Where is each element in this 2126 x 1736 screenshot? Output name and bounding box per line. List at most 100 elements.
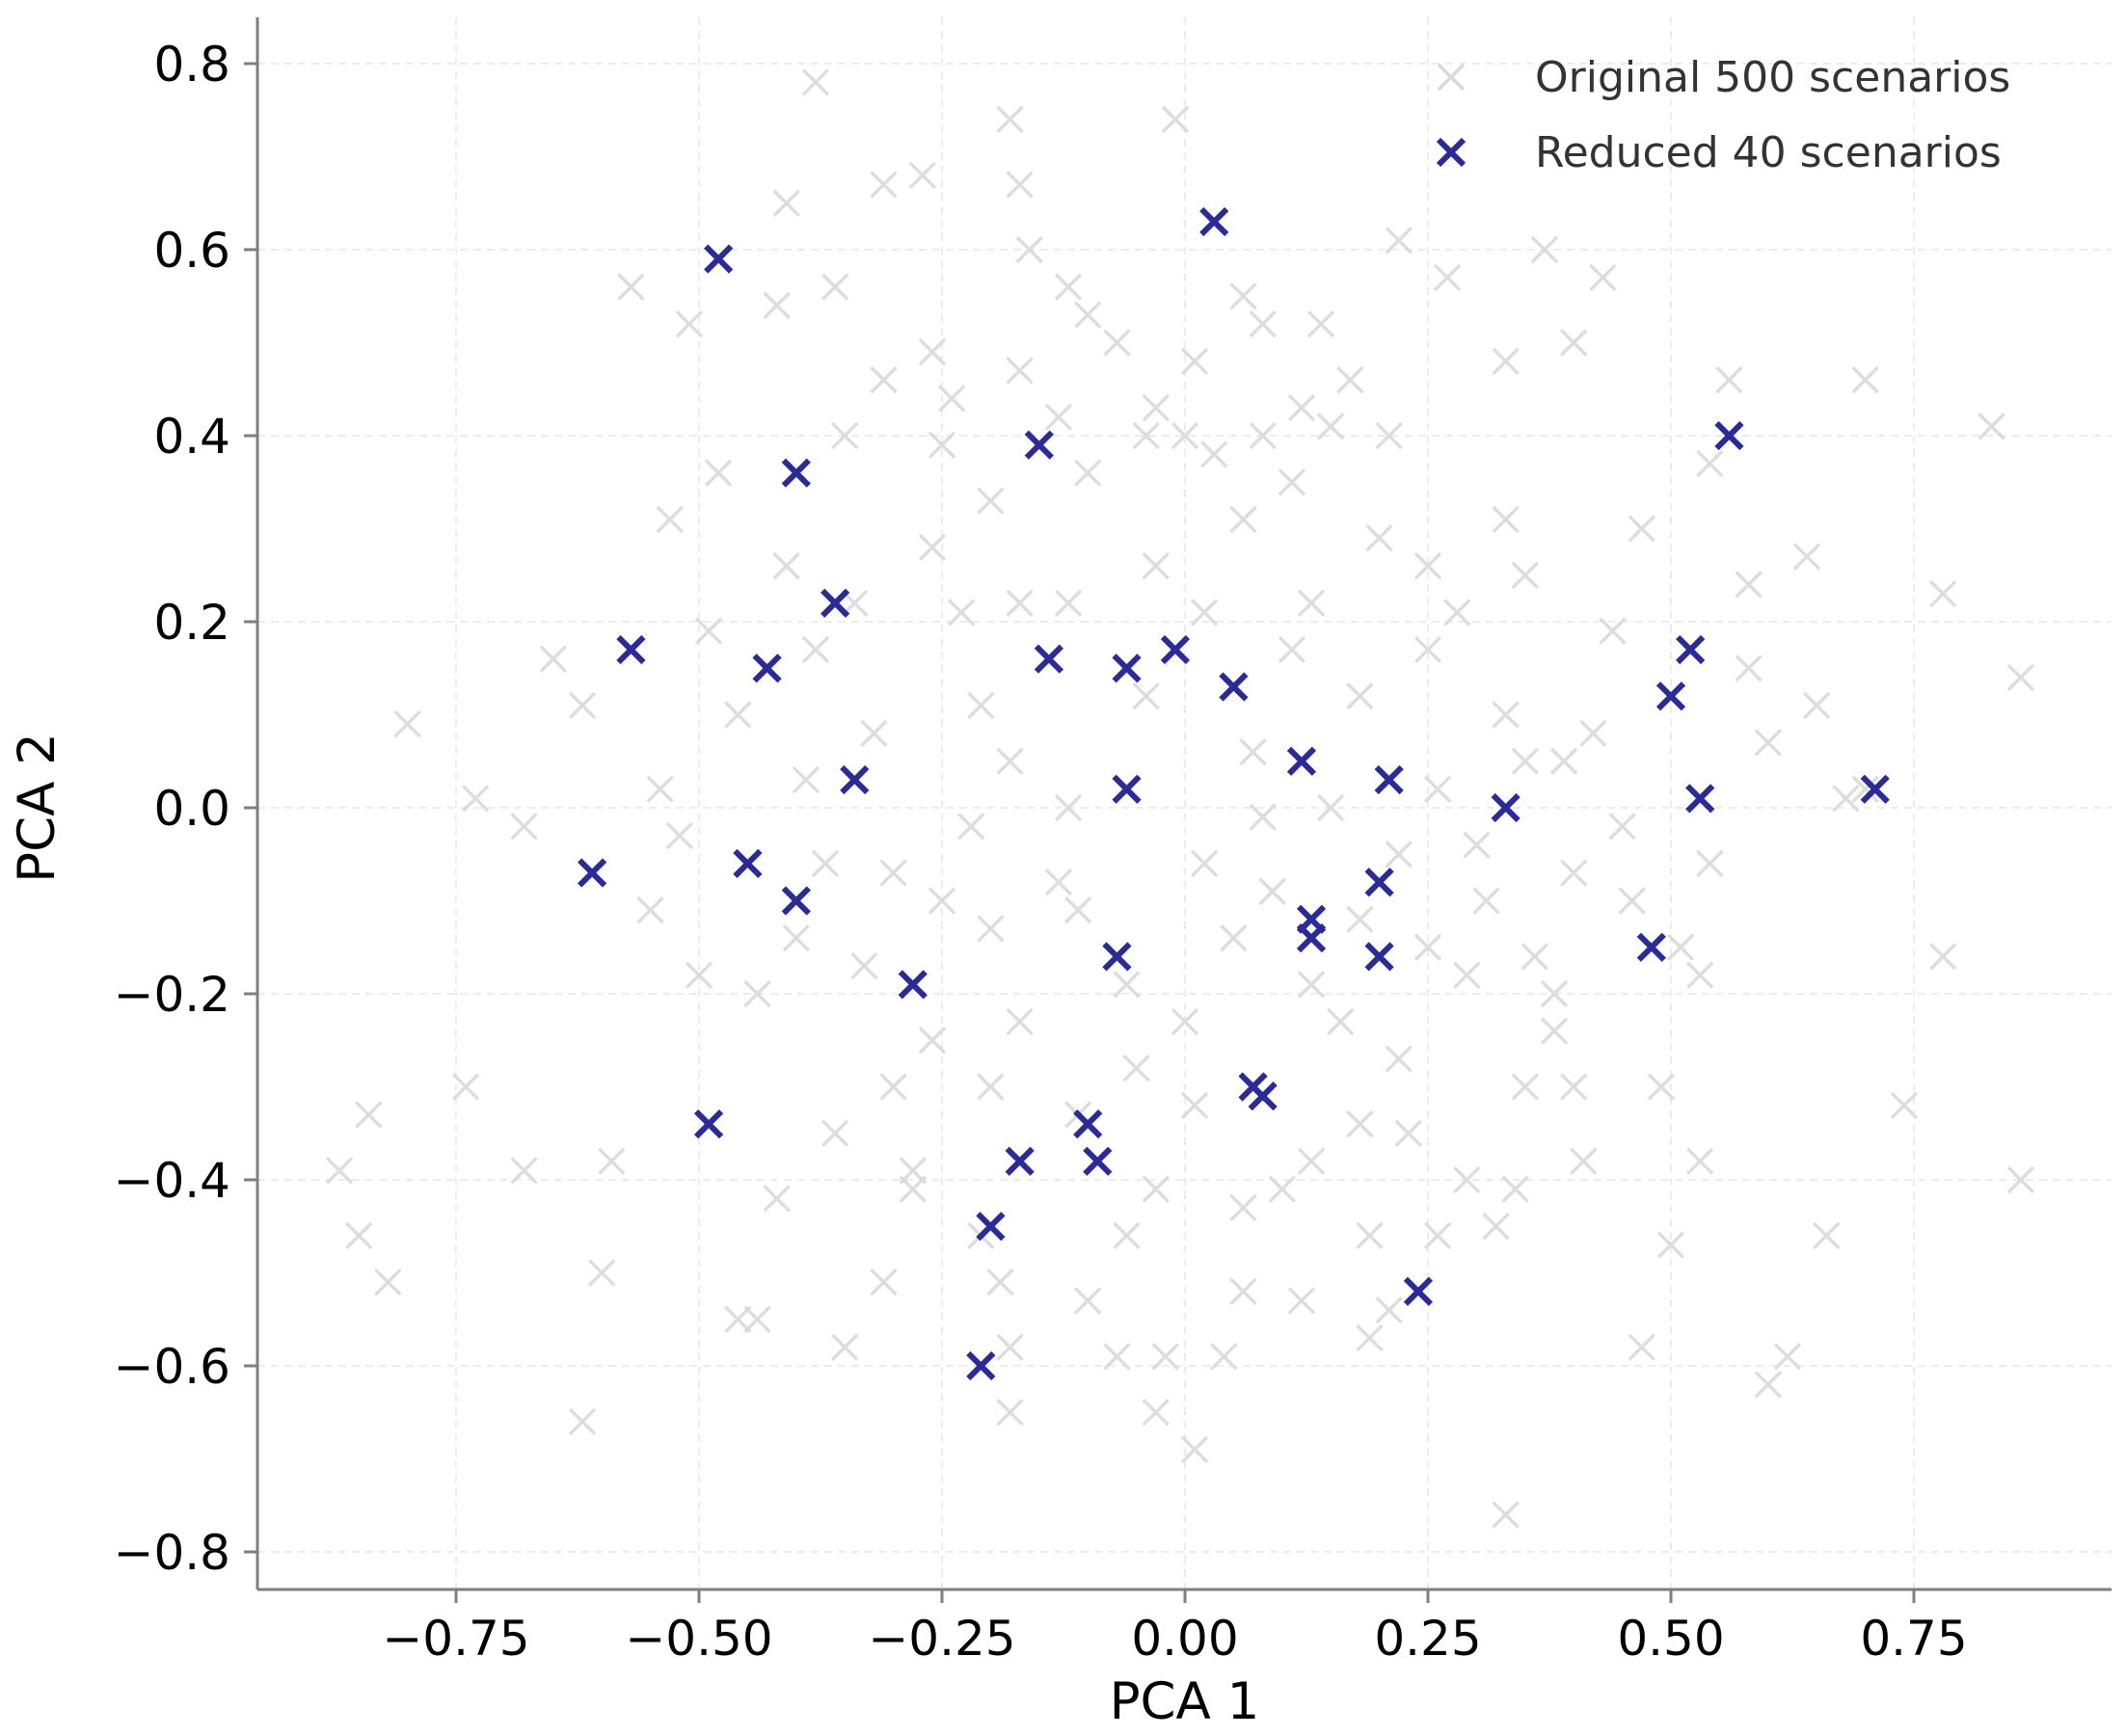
original-point [1180, 347, 1209, 376]
original-point [1220, 923, 1248, 952]
original-point [1306, 309, 1335, 338]
reduced-point [1083, 1146, 1113, 1176]
original-point [1511, 747, 1540, 775]
reduced-point [1860, 774, 1890, 804]
reduced-point [733, 848, 763, 879]
original-point [1229, 1277, 1257, 1306]
original-point [1122, 1054, 1150, 1082]
original-point [879, 1073, 907, 1101]
original-point [1385, 1045, 1413, 1073]
original-point [1229, 282, 1257, 310]
original-point [1656, 1231, 1685, 1259]
original-point [1006, 1007, 1034, 1036]
y-axis-ticks: 0.8 0.6 0.4 0.2 0.0 −0.2 −0.4 −0.6 −0.8 [114, 37, 257, 1581]
original-point [1443, 599, 1471, 627]
original-point [1356, 1323, 1384, 1352]
original-point [1268, 1175, 1297, 1203]
reduced-point [577, 858, 607, 888]
original-point [801, 635, 830, 664]
original-point [928, 431, 956, 459]
original-point [1249, 803, 1277, 831]
original-point [1540, 1017, 1569, 1045]
original-point [355, 1101, 383, 1129]
reduced-point [1364, 942, 1394, 972]
reduced-point [1005, 1146, 1035, 1176]
original-point [928, 887, 956, 915]
original-point [1559, 329, 1588, 357]
original-point [937, 385, 966, 413]
original-point [1054, 273, 1083, 301]
original-point [918, 533, 947, 562]
legend-marker-reduced [1436, 137, 1467, 168]
original-point [393, 709, 421, 738]
reduced-point [966, 1350, 996, 1381]
original-point [1647, 1073, 1676, 1101]
reduced-point [693, 1108, 724, 1139]
original-point [1549, 747, 1578, 775]
original-point [986, 1268, 1014, 1296]
original-point [1511, 561, 1540, 589]
original-point [1433, 263, 1462, 292]
original-point [1608, 813, 1636, 841]
original-point [1249, 421, 1277, 450]
original-point [870, 171, 898, 199]
original-point [1666, 933, 1695, 961]
original-point [1413, 933, 1442, 961]
original-point [1142, 393, 1170, 422]
original-point [772, 189, 800, 217]
original-point [1161, 105, 1190, 134]
original-point [792, 765, 821, 794]
reduced-point [976, 1212, 1006, 1242]
x-tick-label: 0.50 [1617, 1611, 1724, 1667]
original-point [344, 1221, 373, 1250]
legend: Original 500 scenarios Reduced 40 scenari… [1436, 53, 2010, 177]
original-point [568, 691, 597, 720]
x-tick-label: −0.25 [868, 1611, 1015, 1667]
y-tick-label: −0.4 [114, 1153, 230, 1209]
original-point [1287, 1287, 1316, 1315]
x-tick-label: 0.75 [1860, 1611, 1967, 1667]
original-point [1394, 1119, 1423, 1147]
original-point [1103, 329, 1131, 357]
original-point [2006, 663, 2035, 692]
original-point [1229, 1193, 1257, 1222]
original-point [1832, 785, 1860, 813]
data-points [325, 68, 2035, 1529]
original-point [1151, 1343, 1180, 1371]
y-tick-label: −0.8 [114, 1525, 230, 1581]
reduced-point [1219, 672, 1249, 702]
original-point [1073, 459, 1102, 487]
original-point [1073, 301, 1102, 329]
original-point [1239, 737, 1267, 766]
original-point [539, 645, 568, 673]
reduced-point [752, 654, 782, 683]
original-point [1773, 1343, 1802, 1371]
original-point [1073, 1287, 1102, 1315]
original-point [1696, 849, 1724, 878]
legend-label-reduced: Reduced 40 scenarios [1535, 128, 2002, 177]
original-point [694, 617, 723, 645]
original-point [1929, 943, 1957, 971]
original-point [811, 849, 840, 878]
original-point [879, 859, 907, 887]
reduced-point [781, 458, 811, 488]
original-point [1132, 681, 1160, 710]
original-point [1559, 1073, 1588, 1101]
original-point [1754, 1371, 1783, 1399]
original-point [1346, 1109, 1374, 1138]
reduced-point [1286, 746, 1317, 776]
reduced-point [898, 970, 928, 1000]
original-point [996, 105, 1024, 134]
original-point [860, 719, 888, 748]
reduced-point [1034, 644, 1064, 674]
original-point [1754, 729, 1783, 757]
original-point [1802, 691, 1831, 720]
original-point [763, 291, 791, 320]
original-point [646, 775, 674, 803]
original-point [1103, 1343, 1131, 1371]
original-point [665, 821, 694, 850]
original-point [1890, 1091, 1919, 1120]
original-point [1142, 551, 1170, 580]
original-point [1316, 413, 1345, 441]
